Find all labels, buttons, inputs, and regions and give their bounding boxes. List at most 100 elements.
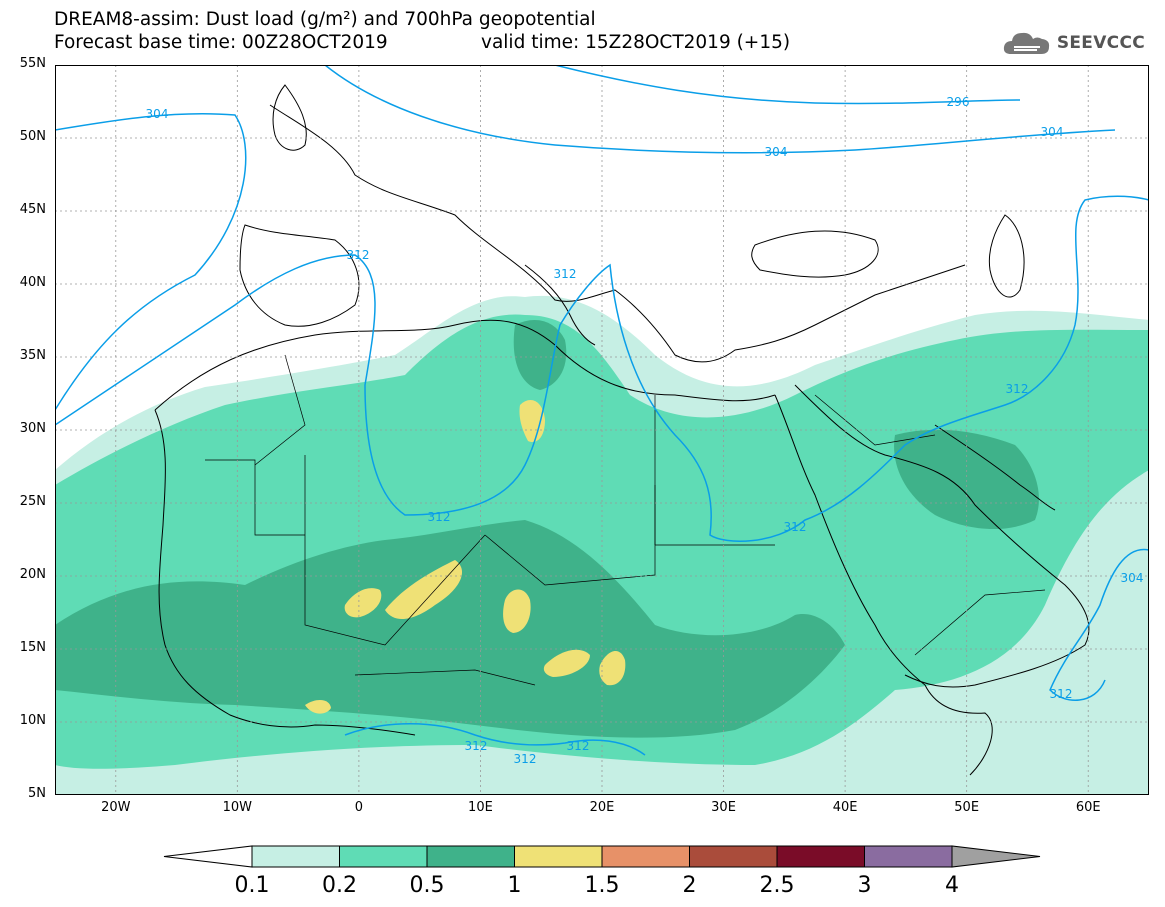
- grid: [55, 65, 1149, 795]
- colorbar-tick-label: 2.5: [759, 873, 795, 898]
- coastline-europe: [269, 104, 966, 363]
- coastline-persian-gulf: [934, 424, 1056, 511]
- colorbar-tick-label: 0.1: [234, 873, 270, 898]
- colorbar-tick-label: 3: [857, 873, 872, 898]
- contour-label: 312: [567, 739, 590, 753]
- border-mauritania: [205, 459, 305, 536]
- longitude-tick-label: 40E: [832, 800, 858, 815]
- colorbar: [163, 845, 1041, 868]
- colorbar-box: [251, 845, 340, 868]
- coastline-north-africa: [154, 319, 776, 411]
- colorbar-box: [339, 845, 428, 868]
- coastline-red-sea: [774, 394, 926, 686]
- coastline-britain: [272, 84, 307, 151]
- map-title: DREAM8-assim: Dust load (g/m²) and 700hP…: [54, 9, 596, 30]
- longitude-tick-label: 10E: [468, 800, 493, 815]
- contour-label: 312: [1050, 687, 1073, 701]
- latitude-tick-label: 45N: [19, 202, 46, 217]
- border-niger-nigeria: [354, 669, 536, 686]
- colorbar-over-triangle: [951, 845, 1041, 868]
- coastline-caspian: [988, 214, 1025, 298]
- contour-312-main: [54, 195, 1150, 542]
- contour-label: 304: [1121, 571, 1144, 585]
- colorbar-under-triangle: [163, 845, 253, 868]
- seevccc-logo: SEEVCCC: [1001, 28, 1145, 58]
- longitude-tick-label: 20E: [589, 800, 615, 815]
- contour-312-south: [344, 723, 646, 756]
- colorbar-tick-label: 1.5: [584, 873, 620, 898]
- contour-304-east: [1049, 548, 1150, 701]
- map-frame: 304 296 304 304 312 312 312 312 312 312 …: [54, 64, 1150, 799]
- contour-304-west: [54, 112, 247, 411]
- colorbar-box: [689, 845, 778, 868]
- dust-load-map: 304 296 304 304 312 312 312 312 312 312 …: [54, 64, 1150, 795]
- contour-label: 304: [765, 145, 788, 159]
- colorbar-tick-label: 4: [945, 873, 959, 898]
- contour-label: 312: [428, 510, 451, 524]
- longitude-tick-label: 30E: [711, 800, 736, 815]
- contour-label: 312: [784, 520, 807, 534]
- coastline-arabia: [794, 384, 1090, 688]
- border-morocco-algeria: [254, 354, 306, 466]
- contour-304-north: [324, 64, 1116, 154]
- dust-region-peak-7: [305, 699, 331, 714]
- colorbar-box: [426, 845, 515, 868]
- latitude-tick-label: 50N: [19, 129, 46, 144]
- border-saudi-yemen: [914, 589, 1046, 656]
- contour-label: 296: [947, 95, 970, 109]
- dust-region-high-north: [513, 320, 567, 390]
- dust-region-peak-6: [519, 400, 545, 443]
- dust-region-peak-5: [599, 650, 626, 686]
- coastline-black-sea: [751, 230, 879, 278]
- latitude-tick-label: 10N: [19, 713, 46, 728]
- contour-label: 312: [554, 267, 577, 281]
- latitude-tick-label: 15N: [19, 640, 46, 655]
- dust-region-high-east: [894, 429, 1039, 530]
- longitude-tick-label: 0: [354, 800, 364, 815]
- coastlines: [154, 84, 1090, 776]
- coastline-west-africa: [154, 409, 416, 736]
- contour-label: 312: [347, 248, 370, 262]
- colorbar-tick-label: 1: [507, 873, 522, 898]
- logo-text: SEEVCCC: [1056, 33, 1145, 53]
- coastline-horn-of-africa: [924, 684, 993, 776]
- colorbar-tick-label: 2: [682, 873, 697, 898]
- map-border: [55, 65, 1149, 795]
- cloud-icon: [1003, 32, 1049, 54]
- latitude-tick-label: 20N: [19, 567, 46, 582]
- valid-time: valid time: 15Z28OCT2019 (+15): [481, 32, 791, 53]
- dust-region-high: [55, 520, 845, 738]
- forecast-base-time: Forecast base time: 00Z28OCT2019: [54, 32, 388, 53]
- coastline-italy: [524, 264, 596, 346]
- longitude-tick-label: 50E: [954, 800, 980, 815]
- latitude-tick-label: 30N: [19, 421, 46, 436]
- contour-296: [554, 64, 1021, 105]
- dust-region-peak-1: [344, 588, 382, 618]
- longitude-tick-label: 10W: [222, 800, 253, 815]
- contour-label: 304: [1041, 125, 1064, 139]
- dust-region-peak-3: [503, 589, 531, 633]
- longitude-tick-label: 20W: [101, 800, 131, 815]
- contour-label: 312: [1006, 382, 1029, 396]
- latitude-tick-label: 25N: [19, 494, 46, 509]
- colorbar-box: [864, 845, 953, 868]
- contour-label: 304: [146, 107, 169, 121]
- border-algeria-mali: [304, 455, 486, 646]
- longitude-tick-label: 60E: [1075, 800, 1101, 815]
- contour-label: 312: [514, 752, 537, 766]
- latitude-tick-label: 5N: [28, 786, 46, 801]
- coastline-iberia: [239, 224, 360, 327]
- dust-region-peak-2: [385, 560, 463, 620]
- colorbar-box: [601, 845, 690, 868]
- contour-label: 312: [465, 739, 488, 753]
- colorbar-box: [514, 845, 603, 868]
- colorbar-tick-label: 0.5: [409, 873, 445, 898]
- latitude-tick-label: 55N: [19, 56, 46, 71]
- contour-labels: 304 296 304 304 312 312 312 312 312 312 …: [146, 95, 1144, 766]
- latitude-tick-label: 35N: [19, 348, 46, 363]
- dust-region-peak-4: [543, 649, 590, 677]
- colorbar-tick-label: 0.2: [322, 873, 357, 898]
- colorbar-box: [776, 845, 865, 868]
- geopotential-contours: [54, 64, 1150, 756]
- latitude-tick-label: 40N: [19, 275, 46, 290]
